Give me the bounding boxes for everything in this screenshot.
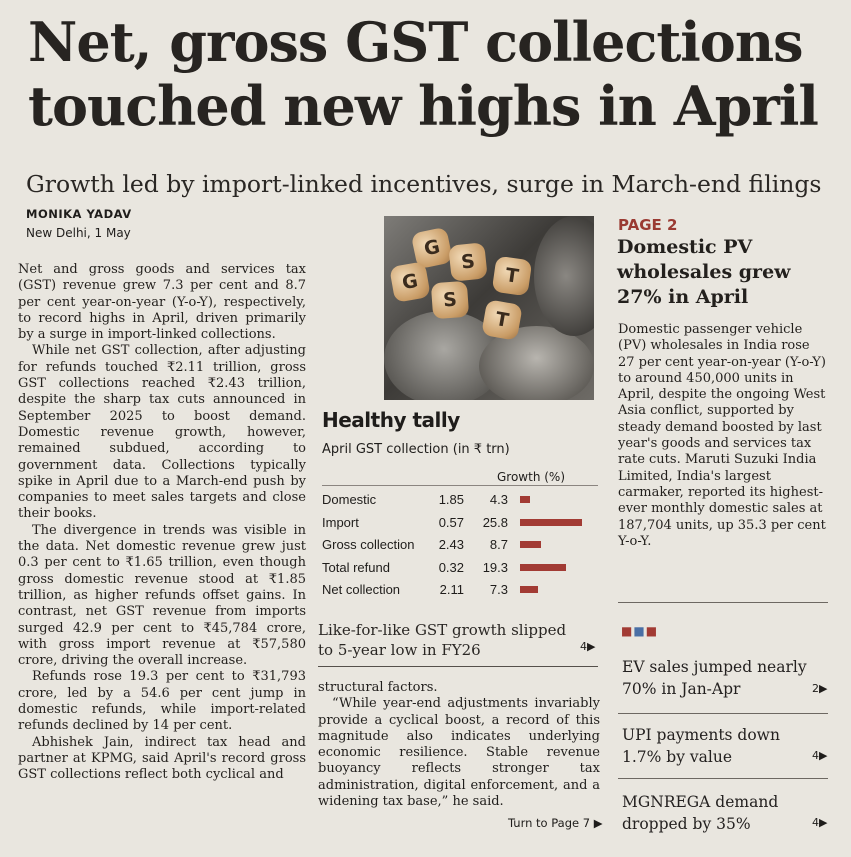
chart-divider <box>322 485 598 486</box>
article-paragraph: Refunds rose 19.3 per cent to ₹31,793 cr… <box>18 669 306 734</box>
headline-line-2: touched new highs in April <box>28 74 819 138</box>
sidebar-divider <box>618 713 828 714</box>
article-paragraph: The divergence in trends was visible in … <box>18 522 306 669</box>
chart-growth-bar <box>520 541 541 548</box>
article-paragraph: While net GST collection, after adjustin… <box>18 343 306 522</box>
section-marker-icon: ■■■ <box>621 624 659 638</box>
coin-stack-image <box>479 326 594 400</box>
chart-growth-bar <box>520 518 582 526</box>
chart-row-label: Import <box>322 514 359 530</box>
teaser-divider <box>318 666 598 667</box>
turn-label: Turn to Page 7 <box>508 816 591 830</box>
chart-row-value: 2.43 <box>438 537 464 552</box>
sidebar-divider <box>618 602 828 603</box>
right-triangle-icon: ▶ <box>819 749 828 762</box>
subheadline: Growth led by import-linked incentives, … <box>26 170 822 198</box>
continuation-paragraph: “While year-end adjustments invariably p… <box>318 696 600 810</box>
sidebar-item-upi[interactable]: UPI payments down 1.7% by value <box>622 726 780 766</box>
right-triangle-icon: ▶ <box>587 640 596 653</box>
headline-line-1: Net, gross GST collections <box>28 10 803 74</box>
teaser-page-number: 4 <box>580 640 587 653</box>
chart-row-label: Total refund <box>322 559 390 575</box>
sidebar-body: Domestic passenger vehicle (PV) wholesal… <box>618 322 826 549</box>
dateline: New Delhi, 1 May <box>26 226 131 240</box>
coin-stack-image <box>534 216 594 336</box>
sidebar-item-ev-sales[interactable]: EV sales jumped nearly 70% in Jan-Apr <box>622 658 807 698</box>
gst-cube-image: T <box>491 255 533 297</box>
right-triangle-icon: ▶ <box>819 682 828 695</box>
turn-to-page-link[interactable]: Turn to Page 7 ▶ <box>508 816 603 830</box>
gst-cube-image: G <box>389 261 431 303</box>
article-continuation: structural factors. “While year-end adju… <box>318 680 600 810</box>
sidebar-headline[interactable]: Domestic PV wholesales grew 27% in April <box>617 236 791 308</box>
chart-growth-bar <box>520 496 530 503</box>
chart-title: Healthy tally <box>322 408 460 432</box>
chart-row-growth: 7.3 <box>489 582 508 597</box>
chart-row-value: 0.32 <box>438 559 464 575</box>
chart-row-label: Domestic <box>322 492 377 507</box>
sidebar-item-page-pointer: 4▶ <box>812 749 827 762</box>
right-triangle-icon: ▶ <box>819 816 828 829</box>
chart-row-growth: 8.7 <box>489 537 508 552</box>
sidebar-item-page-pointer: 2▶ <box>812 682 827 695</box>
chart-row-growth: 4.3 <box>489 492 508 507</box>
sidebar-item-page-pointer: 4▶ <box>812 816 827 829</box>
sidebar-kicker: PAGE 2 <box>618 216 678 234</box>
chart-row-growth: 25.8 <box>482 514 508 530</box>
gst-cube-image: S <box>430 280 470 320</box>
headline: Net, gross GST collections touched new h… <box>28 10 828 138</box>
chart-row-value: 2.11 <box>439 582 464 597</box>
chart-row-label: Gross collection <box>322 537 415 552</box>
chart-row-label: Net collection <box>322 582 401 597</box>
sidebar-item-mgnrega[interactable]: MGNREGA demand dropped by 35% <box>622 793 779 833</box>
gst-cube-image: T <box>481 299 523 341</box>
chart-row-value: 1.85 <box>438 492 464 507</box>
article-paragraph: Abhishek Jain, indirect tax head and par… <box>18 734 306 783</box>
chart-growth-bar <box>520 563 566 571</box>
article-body: Net and gross goods and services tax (GS… <box>18 262 306 784</box>
chart-subtitle: April GST collection (in ₹ trn) <box>322 442 510 457</box>
article-paragraph: Net and gross goods and services tax (GS… <box>18 262 306 343</box>
sidebar-item-page-number: 4 <box>812 749 819 762</box>
sidebar-divider <box>618 778 828 779</box>
sidebar-item-page-number: 4 <box>812 816 819 829</box>
right-triangle-icon: ▶ <box>593 816 603 830</box>
chart-growth-header: Growth (%) <box>497 470 566 484</box>
sidebar-item-page-number: 2 <box>812 682 819 695</box>
teaser-link[interactable]: Like-for-like GST growth slipped to 5-ye… <box>318 621 567 659</box>
teaser-page-pointer: 4▶ <box>580 640 595 653</box>
chart-growth-bar <box>520 586 538 593</box>
continuation-paragraph: structural factors. <box>318 680 438 695</box>
gst-cubes-photo: G S T G S T <box>384 216 594 400</box>
byline: MONIKA YADAV <box>26 207 132 221</box>
chart-row-value: 0.57 <box>438 514 464 530</box>
chart-row-growth: 19.3 <box>482 559 508 575</box>
gst-cube-image: S <box>448 242 488 282</box>
